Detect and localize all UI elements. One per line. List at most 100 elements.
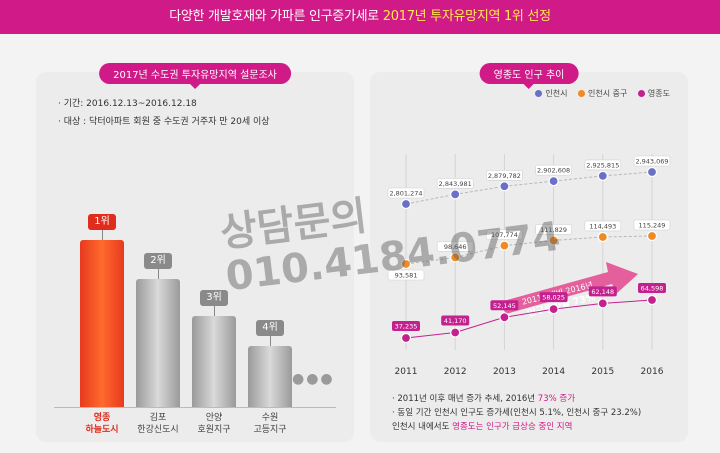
- data-point: [450, 327, 461, 338]
- rank-badge-1: 1위: [88, 214, 116, 230]
- data-label: 111,829: [540, 226, 567, 234]
- rank-stem: [270, 336, 271, 346]
- data-label-bg: [387, 269, 425, 281]
- data-point: [450, 189, 461, 200]
- data-label: 114,493: [589, 222, 616, 230]
- data-label: 2,843,981: [439, 180, 472, 188]
- data-label-bg: [436, 178, 474, 189]
- data-label-bg: [584, 159, 622, 171]
- data-label-bg: [633, 219, 671, 231]
- data-label-bg: [392, 321, 420, 331]
- data-label: 2,879,782: [488, 172, 521, 180]
- rank-label-2: 김포 한강신도시: [137, 413, 179, 435]
- header-banner: 다양한 개발호재와 가파른 인구증가세로 2017년 투자유망지역 1위 선정: [0, 0, 720, 34]
- legend-item-yeongjong: 영종도: [637, 89, 670, 98]
- header-title: 다양한 개발호재와 가파른 인구증가세로: [169, 9, 383, 24]
- series-line-3: [405, 299, 653, 339]
- data-label: 2,943,069: [635, 158, 668, 166]
- more-dots: ●●●: [292, 371, 335, 387]
- note-3: 인천시 내에서도 영종도는 인구가 급상승 중인 지역: [392, 422, 573, 432]
- rank-badge-4: 4위: [256, 320, 284, 336]
- rank-bar-4: [248, 346, 292, 408]
- data-label: 62,148: [591, 288, 614, 296]
- data-point: [400, 332, 412, 344]
- data-label-bg: [387, 187, 425, 199]
- data-point: [400, 258, 412, 270]
- rank-bar-1: [80, 240, 124, 408]
- legend-dot-icon: [637, 90, 645, 97]
- x-tick-label: 2011: [395, 367, 418, 377]
- data-label-bg: [584, 220, 622, 232]
- rank-stem: [214, 306, 215, 316]
- rank-badge-3: 3위: [200, 290, 228, 306]
- rank-label-3: 안양 호원지구: [197, 413, 231, 435]
- data-label: 2,801,274: [389, 190, 422, 198]
- data-point: [548, 304, 559, 315]
- chart-legend: 인천시 인천시 중구 영종도: [527, 88, 670, 99]
- rank-label-1: 영종 하늘도시: [85, 413, 119, 435]
- data-point: [597, 298, 608, 309]
- x-tick-label: 2013: [493, 367, 516, 377]
- rank-stem: [102, 230, 103, 240]
- note-1: · 2011년 이후 매년 증가 추세, 2016년 73% 증가: [392, 394, 576, 404]
- series-line-1: [405, 171, 653, 205]
- data-label: 115,249: [639, 222, 666, 230]
- data-label: 52,145: [493, 302, 516, 310]
- data-label: 58,025: [542, 294, 565, 302]
- data-label: 2,925,815: [586, 161, 619, 169]
- x-tick-label: 2012: [444, 367, 467, 377]
- x-tick-label: 2014: [542, 367, 565, 377]
- rank-label-4: 수원 고등지구: [253, 413, 287, 435]
- data-point: [450, 252, 461, 263]
- legend-item-junggu: 인천시 중구: [578, 89, 627, 98]
- data-point: [646, 166, 658, 178]
- rank-bar-3: [192, 316, 236, 408]
- data-label-bg: [633, 155, 671, 167]
- data-label: 2,902,608: [537, 167, 570, 175]
- data-label-bg: [535, 224, 572, 235]
- rank-badge-2: 2위: [144, 253, 172, 269]
- data-label: 93,581: [395, 272, 418, 280]
- data-label-bg: [535, 164, 572, 176]
- legend-dot-icon: [578, 90, 586, 97]
- data-point: [597, 231, 608, 243]
- data-point: [548, 235, 559, 246]
- legend-item-incheon: 인천시: [535, 89, 567, 98]
- data-label-bg: [638, 283, 666, 293]
- rank-stem: [158, 269, 159, 279]
- note-2: · 동일 기간 인천시 인구도 증가세(인천시 5.1%, 인천시 중구 23.…: [392, 408, 642, 418]
- survey-target: · 대상 : 닥터아파트 회원 중 수도권 거주자 만 20세 이상: [58, 117, 270, 127]
- growth-arrow-icon: [500, 262, 638, 314]
- data-label-bg: [539, 292, 568, 303]
- population-panel: 영종도 인구 추이 인천시 인천시 중구 영종도 2011년대비 2016년인구…: [370, 63, 688, 442]
- data-label-bg: [486, 169, 523, 181]
- data-point: [548, 176, 559, 187]
- population-title-pill: 영종도 인구 추이: [479, 63, 579, 89]
- series-line-2: [405, 235, 653, 265]
- data-point: [646, 294, 658, 306]
- legend-dot-icon: [535, 90, 543, 97]
- data-point: [499, 312, 510, 323]
- data-label: 64,598: [641, 285, 664, 293]
- header-title-highlight: 2017년 투자유망지역 1위 선정: [382, 9, 551, 24]
- population-notes: · 2011년 이후 매년 증가 추세, 2016년 73% 증가 · 동일 기…: [392, 392, 682, 434]
- content-stage: 2017년 수도권 투자유망지역 설문조사 · 기간: 2016.12.13~2…: [0, 34, 720, 453]
- data-label-bg: [441, 315, 470, 326]
- x-tick-label: 2016: [641, 367, 664, 377]
- data-label: 107,774: [491, 231, 518, 239]
- data-point: [499, 181, 510, 192]
- data-label-bg: [486, 229, 523, 240]
- survey-period: · 기간: 2016.12.13~2016.12.18: [58, 99, 197, 109]
- data-point: [400, 198, 412, 210]
- data-point: [597, 170, 608, 181]
- x-tick-label: 2015: [591, 367, 614, 377]
- survey-title-pill: 2017년 수도권 투자유망지역 설문조사: [99, 63, 291, 89]
- data-label: 37,235: [395, 323, 418, 331]
- data-label: 41,170: [444, 317, 467, 325]
- data-label: 98,646: [444, 243, 467, 251]
- data-label-bg: [490, 300, 519, 311]
- data-point: [646, 230, 658, 242]
- data-label-bg: [588, 286, 617, 297]
